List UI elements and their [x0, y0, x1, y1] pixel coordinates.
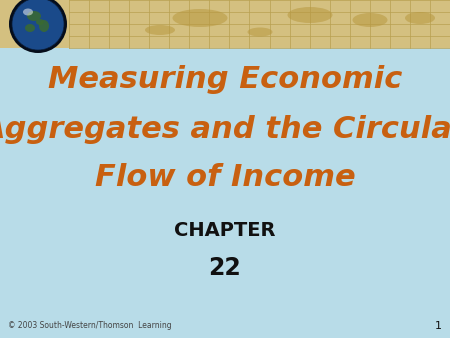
Text: 22: 22: [209, 256, 241, 280]
Text: Flow of Income: Flow of Income: [94, 164, 356, 193]
Ellipse shape: [25, 24, 35, 32]
Circle shape: [9, 0, 67, 53]
Text: Aggregates and the Circular: Aggregates and the Circular: [0, 116, 450, 145]
Ellipse shape: [352, 13, 387, 27]
Text: Measuring Economic: Measuring Economic: [48, 66, 402, 95]
Ellipse shape: [23, 8, 33, 16]
Text: © 2003 South-Western/Thomson  Learning: © 2003 South-Western/Thomson Learning: [8, 321, 171, 331]
Ellipse shape: [248, 27, 273, 37]
Ellipse shape: [145, 25, 175, 35]
Text: 1: 1: [435, 321, 442, 331]
Ellipse shape: [288, 7, 333, 23]
Ellipse shape: [405, 12, 435, 24]
Ellipse shape: [36, 19, 44, 25]
Ellipse shape: [172, 9, 228, 27]
Text: CHAPTER: CHAPTER: [174, 220, 276, 240]
Ellipse shape: [39, 20, 49, 32]
Bar: [0, 0, 450, 48]
Circle shape: [12, 0, 64, 50]
Ellipse shape: [27, 11, 41, 21]
